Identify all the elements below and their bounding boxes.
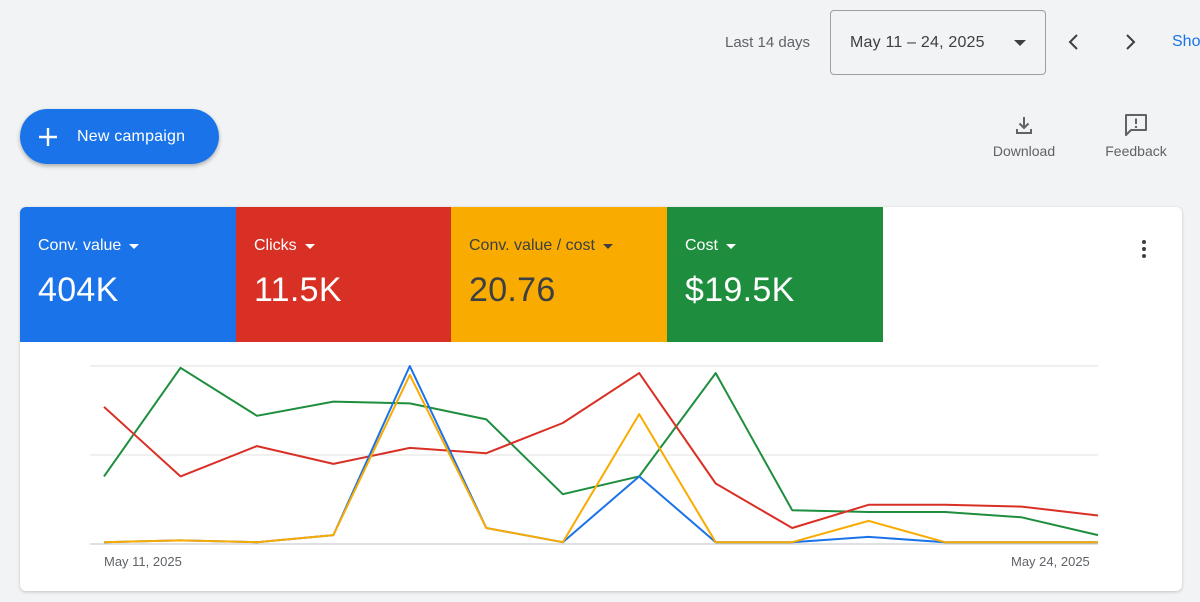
series-line-1 — [103, 372, 1099, 529]
x-axis-start-label: May 11, 2025 — [104, 554, 182, 569]
date-range-select[interactable]: May 11 – 24, 2025 — [830, 10, 1046, 75]
arrow-drop-down-icon — [602, 243, 613, 249]
download-label: Download — [992, 143, 1056, 159]
new-campaign-button[interactable]: New campaign — [20, 109, 219, 164]
more-options-button[interactable] — [1134, 237, 1154, 261]
show-link[interactable]: Show — [1172, 33, 1200, 50]
metric-tile-cost[interactable]: Cost $19.5K — [667, 207, 883, 342]
performance-chart-card: Conv. value 404K Clicks 11.5K Conv. valu… — [20, 207, 1182, 591]
plus-icon — [39, 127, 57, 146]
download-button[interactable]: Download — [988, 113, 1060, 159]
metric-label: Conv. value — [38, 237, 122, 254]
arrow-drop-down-icon — [1014, 40, 1026, 46]
chevron-left-icon — [1068, 34, 1078, 50]
series-line-3 — [103, 366, 1099, 537]
metric-tile-conv-value-cost[interactable]: Conv. value / cost 20.76 — [451, 207, 667, 342]
arrow-drop-down-icon — [304, 243, 315, 249]
date-range-value: May 11 – 24, 2025 — [850, 33, 985, 51]
metric-value: 11.5K — [254, 271, 342, 309]
more-vert-icon — [1142, 240, 1146, 244]
series-line-0 — [103, 365, 1098, 544]
performance-line-chart — [90, 365, 1099, 545]
x-axis-end-label: May 24, 2025 — [1011, 554, 1090, 569]
feedback-button[interactable]: Feedback — [1100, 113, 1172, 159]
arrow-drop-down-icon — [129, 243, 140, 249]
more-vert-dot — [1142, 247, 1146, 251]
download-icon — [1016, 117, 1032, 134]
series-line-2 — [103, 373, 1098, 544]
next-period-button[interactable] — [1112, 24, 1148, 60]
metric-tile-clicks[interactable]: Clicks 11.5K — [236, 207, 452, 342]
more-vert-dot — [1142, 254, 1146, 258]
metric-label: Clicks — [254, 237, 297, 254]
metric-tile-conv-value[interactable]: Conv. value 404K — [20, 207, 236, 342]
previous-period-button[interactable] — [1056, 24, 1092, 60]
chevron-right-icon — [1126, 34, 1136, 50]
date-range-label: Last 14 days — [725, 34, 811, 51]
metric-value: $19.5K — [685, 271, 795, 309]
metric-label: Cost — [685, 237, 718, 254]
arrow-drop-down-icon — [725, 243, 736, 249]
feedback-label: Feedback — [1105, 143, 1167, 159]
metric-value: 20.76 — [469, 271, 556, 309]
new-campaign-label: New campaign — [77, 127, 186, 145]
metric-value: 404K — [38, 271, 119, 309]
metric-label: Conv. value / cost — [469, 237, 595, 254]
feedback-icon — [1125, 114, 1147, 136]
